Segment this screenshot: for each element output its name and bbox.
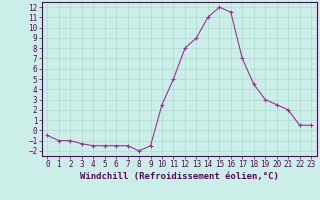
X-axis label: Windchill (Refroidissement éolien,°C): Windchill (Refroidissement éolien,°C) — [80, 172, 279, 181]
